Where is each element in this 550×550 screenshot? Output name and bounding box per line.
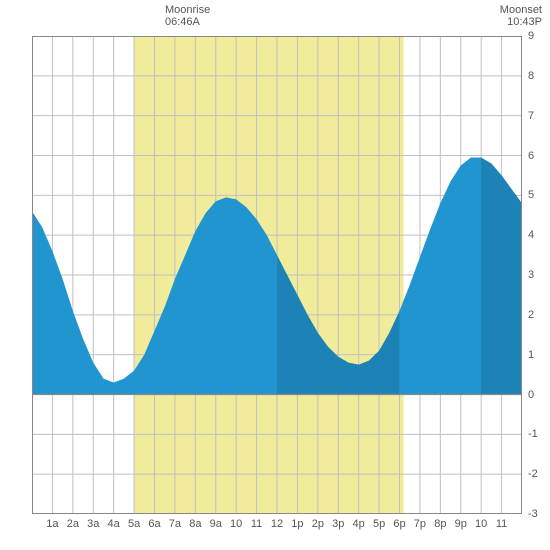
y-tick-label: 8 bbox=[528, 70, 534, 82]
moonrise-block: Moonrise 06:46A bbox=[165, 4, 210, 28]
y-tick-label: 7 bbox=[528, 110, 534, 122]
y-tick-label: -1 bbox=[528, 428, 538, 440]
x-tick-label: 4p bbox=[353, 518, 365, 530]
x-tick-label: 8p bbox=[434, 518, 446, 530]
moonset-time: 10:43P bbox=[500, 16, 542, 28]
tide-chart: Moonrise 06:46A Moonset 10:43P 1a 2a 3a 4a 5… bbox=[0, 0, 550, 550]
x-tick-label: 5a bbox=[128, 518, 140, 530]
y-tick-label: 5 bbox=[528, 189, 534, 201]
x-tick-label: 7a bbox=[169, 518, 181, 530]
x-tick-label: 2p bbox=[312, 518, 324, 530]
moonrise-label: Moonrise bbox=[165, 4, 210, 16]
y-tick-label: 9 bbox=[528, 30, 534, 42]
x-tick-label: 7p bbox=[414, 518, 426, 530]
x-tick-label: 1a bbox=[46, 518, 58, 530]
x-tick-label: 12 bbox=[271, 518, 283, 530]
y-tick-label: 4 bbox=[528, 229, 534, 241]
x-tick-label: 9a bbox=[210, 518, 222, 530]
moonset-label: Moonset bbox=[500, 4, 542, 16]
y-tick-label: 3 bbox=[528, 269, 534, 281]
moonrise-time: 06:46A bbox=[165, 16, 210, 28]
x-tick-label: 10 bbox=[230, 518, 242, 530]
chart-header: Moonrise 06:46A Moonset 10:43P bbox=[0, 4, 550, 28]
x-tick-label: 3p bbox=[332, 518, 344, 530]
y-tick-label: -2 bbox=[528, 468, 538, 480]
x-tick-label: 9p bbox=[455, 518, 467, 530]
y-tick-label: 0 bbox=[528, 389, 534, 401]
moonset-block: Moonset 10:43P bbox=[500, 4, 542, 28]
y-tick-label: 6 bbox=[528, 150, 534, 162]
plot-area bbox=[32, 36, 522, 514]
x-tick-label: 3a bbox=[87, 518, 99, 530]
x-tick-label: 11 bbox=[496, 518, 507, 530]
x-tick-label: 10 bbox=[475, 518, 487, 530]
x-tick-label: 6a bbox=[148, 518, 160, 530]
x-tick-label: 5p bbox=[373, 518, 385, 530]
x-tick-label: 6p bbox=[393, 518, 405, 530]
y-tick-label: -3 bbox=[528, 508, 538, 520]
x-tick-label: 2a bbox=[67, 518, 79, 530]
x-tick-label: 11 bbox=[251, 518, 262, 530]
y-tick-label: 2 bbox=[528, 309, 534, 321]
y-tick-label: 1 bbox=[528, 349, 534, 361]
x-tick-label: 8a bbox=[189, 518, 201, 530]
x-tick-label: 1p bbox=[291, 518, 303, 530]
x-tick-label: 4a bbox=[108, 518, 120, 530]
